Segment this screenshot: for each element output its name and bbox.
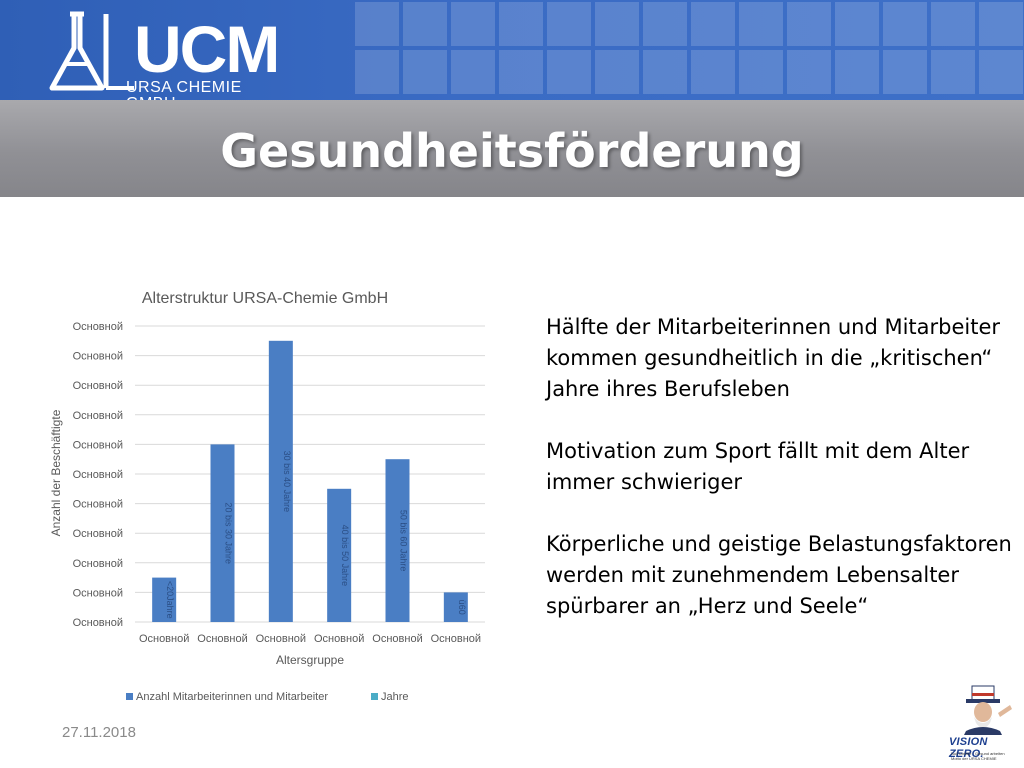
header-tile [787, 2, 831, 46]
bar [152, 577, 177, 622]
header-tile [595, 50, 639, 94]
header-tile [691, 2, 735, 46]
bar [327, 488, 352, 622]
header-tile [547, 2, 591, 46]
y-axis-tick-labels: Основной Основной Основной Основной Основной… [73, 321, 123, 629]
slide-date: 27.11.2018 [62, 724, 136, 741]
y-tick-label: Основной [73, 617, 123, 629]
header-tile [979, 50, 1023, 94]
company-logo: UCM URSA CHEMIE GMBH [40, 6, 280, 100]
x-axis-tick-labels: Основной Основной Основной Основной Основной… [139, 633, 481, 645]
legend-label-jahre: Jahre [381, 691, 409, 703]
x-tick-label: Основной [139, 633, 189, 645]
y-tick-label: Основной [73, 499, 123, 511]
body-text: Hälfte der Mitarbeiterinnen und Mitarbei… [546, 312, 1016, 653]
bar [443, 592, 468, 622]
page-title: Gesundheitsförderung [220, 124, 804, 178]
y-tick-label: Основной [73, 351, 123, 363]
bar-data-label: 20 bis 30 Jahre [224, 502, 234, 564]
body-paragraph-3: Körperliche und geistige Belastungsfakto… [546, 532, 1012, 618]
header-tile [883, 50, 927, 94]
y-tick-label: Основной [73, 469, 123, 481]
body-paragraph-2: Motivation zum Sport fällt mit dem Alter… [546, 439, 970, 494]
vision-zero-tagline-line-1: Null Unfälle · Gesund arbeiten [951, 751, 1005, 756]
header-tile [979, 2, 1023, 46]
vision-zero-logo-text: VISION ZERO. [949, 736, 988, 760]
header-tile [739, 2, 783, 46]
bar [210, 444, 235, 622]
x-axis-label: Altersgruppe [276, 653, 344, 667]
bar [385, 459, 410, 622]
bar-data-label: <20Jahre [165, 581, 175, 619]
header-tile [931, 50, 975, 94]
header-tile-pattern [355, 2, 1024, 98]
header-tile [643, 2, 687, 46]
chart-legend: Anzahl Mitarbeiterinnen und Mitarbeiter … [126, 691, 409, 703]
x-tick-label: Основной [372, 633, 422, 645]
header-tile [451, 50, 495, 94]
vision-zero-tagline: Null Unfälle · Gesund arbeiten Motto der… [951, 751, 1023, 761]
logo-wordmark: UCM [134, 12, 280, 86]
header-tile [355, 50, 399, 94]
age-structure-chart: Alterstruktur URSA-Chemie GmbH ОсновнойО… [49, 290, 485, 703]
uncle-sam-mascot-icon [964, 685, 1012, 735]
logo-subtitle: URSA CHEMIE GMBH [126, 79, 242, 101]
flask-icon [49, 11, 134, 91]
header-tile [355, 2, 399, 46]
header-tile [835, 2, 879, 46]
x-tick-label: Основной [197, 633, 247, 645]
bar-data-label: 50 bis 60 Jahre [399, 510, 409, 572]
header-tile [595, 2, 639, 46]
chart-title: Alterstruktur URSA-Chemie GmbH [142, 290, 388, 307]
y-tick-label: Основной [73, 587, 123, 599]
x-tick-label: Основной [256, 633, 306, 645]
header-tile [403, 2, 447, 46]
legend-swatch-anzahl [126, 693, 133, 700]
header-tile [739, 50, 783, 94]
y-tick-label: Основной [73, 410, 123, 422]
legend-swatch-jahre [371, 693, 378, 700]
bar-data-label: 40 bis 50 Jahre [340, 525, 350, 587]
header-tile [403, 50, 447, 94]
body-paragraph-1: Hälfte der Mitarbeiterinnen und Mitarbei… [546, 315, 1001, 401]
y-tick-label: Основной [73, 558, 123, 570]
y-tick-label: Основной [73, 380, 123, 392]
legend-label-anzahl: Anzahl Mitarbeiterinnen und Mitarbeiter [136, 691, 328, 703]
header-tile [643, 50, 687, 94]
header-tile [499, 2, 543, 46]
header-band: UCM URSA CHEMIE GMBH [0, 0, 1024, 100]
x-tick-label: Основной [314, 633, 364, 645]
header-tile [499, 50, 543, 94]
x-tick-label: Основной [431, 633, 481, 645]
y-tick-label: Основной [73, 439, 123, 451]
bar-data-label: 30 bis 40 Jahre [282, 451, 292, 513]
header-tile [835, 50, 879, 94]
chart-bars: <20Jahre 20 bis 30 Jahre 30 bis 40 Jahre 40… [152, 340, 468, 622]
y-tick-label: Основной [73, 321, 123, 333]
header-tile [883, 2, 927, 46]
bar-data-label: ü60 [457, 600, 467, 615]
y-tick-label: Основной [73, 528, 123, 540]
header-tile [787, 50, 831, 94]
y-axis-label: Anzahl der Beschäftigte [49, 409, 63, 536]
bar [268, 340, 293, 622]
header-tile [691, 50, 735, 94]
header-tile [547, 50, 591, 94]
vision-zero-tagline-line-2: Motto der URSA CHEMIE [951, 756, 997, 761]
header-tile [451, 2, 495, 46]
header-tile [931, 2, 975, 46]
chart-gridlines [135, 325, 485, 623]
title-band [0, 100, 1024, 197]
